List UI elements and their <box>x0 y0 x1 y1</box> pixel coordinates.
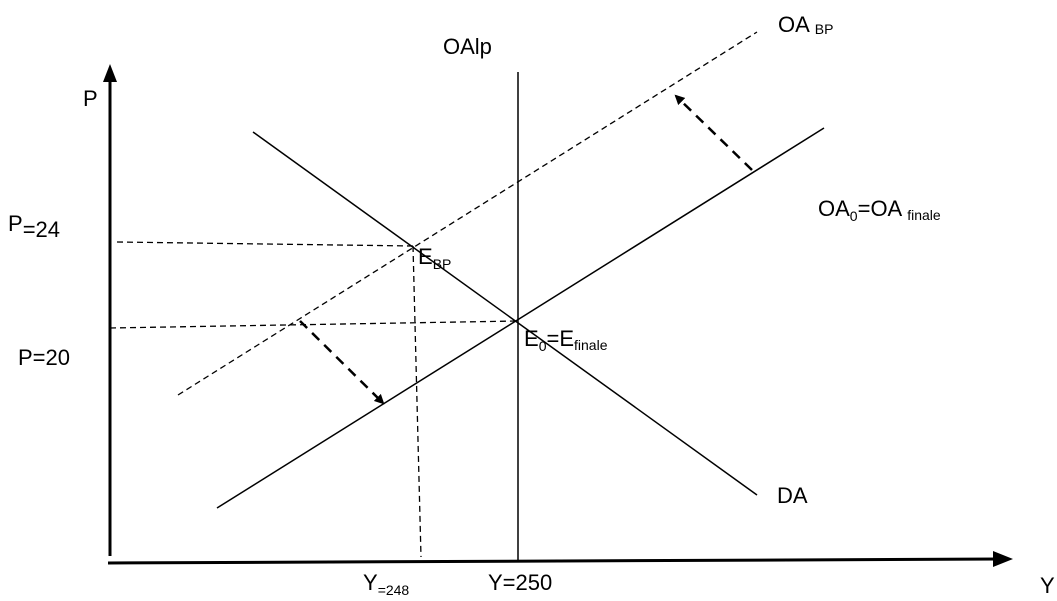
oa-bp-label: OA BP <box>778 12 833 37</box>
ebp-label: EBP <box>418 244 451 272</box>
oalp-label: OAlp <box>443 34 492 59</box>
oa0-curve <box>216 127 825 509</box>
shift-up-arrow <box>674 94 753 171</box>
p20-label: P=20 <box>18 345 70 370</box>
shift-down-arrow <box>299 320 385 405</box>
x-axis <box>107 557 1001 565</box>
e0-e-finale-label: E0=Efinale <box>524 326 608 354</box>
y248-guide <box>412 245 422 558</box>
y248-label: Y=248 <box>363 570 409 598</box>
oa-bp-curve <box>177 31 758 396</box>
x-axis-arrowhead <box>993 551 1013 567</box>
y-axis-arrowhead <box>103 64 117 82</box>
y-axis-label: P <box>83 86 98 111</box>
da-label: DA <box>777 483 808 508</box>
oa0-oa-finale-label: OA0=OA finale <box>818 196 941 224</box>
p24-guide <box>116 241 414 247</box>
y250-label: Y=250 <box>488 570 552 595</box>
da-curve <box>252 131 758 496</box>
x-axis-label: Y <box>1040 573 1055 598</box>
p20-guide <box>109 320 519 329</box>
p24-label: P=24 <box>8 211 60 242</box>
